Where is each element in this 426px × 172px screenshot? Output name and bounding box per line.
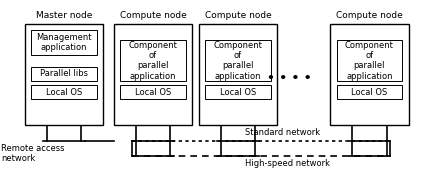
FancyBboxPatch shape — [31, 85, 97, 99]
FancyBboxPatch shape — [329, 24, 408, 126]
Text: Parallel libs: Parallel libs — [40, 69, 88, 78]
FancyBboxPatch shape — [336, 40, 401, 81]
FancyBboxPatch shape — [204, 85, 270, 99]
FancyBboxPatch shape — [114, 24, 192, 126]
Text: Remote access
network: Remote access network — [1, 144, 65, 163]
FancyBboxPatch shape — [31, 67, 97, 81]
Text: Standard network: Standard network — [245, 128, 320, 137]
FancyBboxPatch shape — [336, 85, 401, 99]
Text: Compute node: Compute node — [204, 11, 271, 20]
Text: Master node: Master node — [36, 11, 92, 20]
Text: Management
application: Management application — [36, 33, 92, 52]
FancyBboxPatch shape — [120, 85, 185, 99]
Text: Component
of
parallel
application: Component of parallel application — [344, 41, 393, 81]
Text: Local OS: Local OS — [46, 88, 82, 96]
Text: Component
of
parallel
application: Component of parallel application — [213, 41, 262, 81]
Text: Local OS: Local OS — [135, 88, 171, 96]
FancyBboxPatch shape — [25, 24, 103, 126]
Text: Compute node: Compute node — [335, 11, 402, 20]
Text: Compute node: Compute node — [119, 11, 186, 20]
Text: Local OS: Local OS — [351, 88, 387, 96]
FancyBboxPatch shape — [31, 30, 97, 55]
Text: Component
of
parallel
application: Component of parallel application — [128, 41, 177, 81]
Text: High-speed network: High-speed network — [245, 159, 330, 168]
Text: • • • •: • • • • — [266, 72, 311, 85]
FancyBboxPatch shape — [204, 40, 270, 81]
FancyBboxPatch shape — [198, 24, 276, 126]
Text: Local OS: Local OS — [219, 88, 256, 96]
FancyBboxPatch shape — [120, 40, 185, 81]
